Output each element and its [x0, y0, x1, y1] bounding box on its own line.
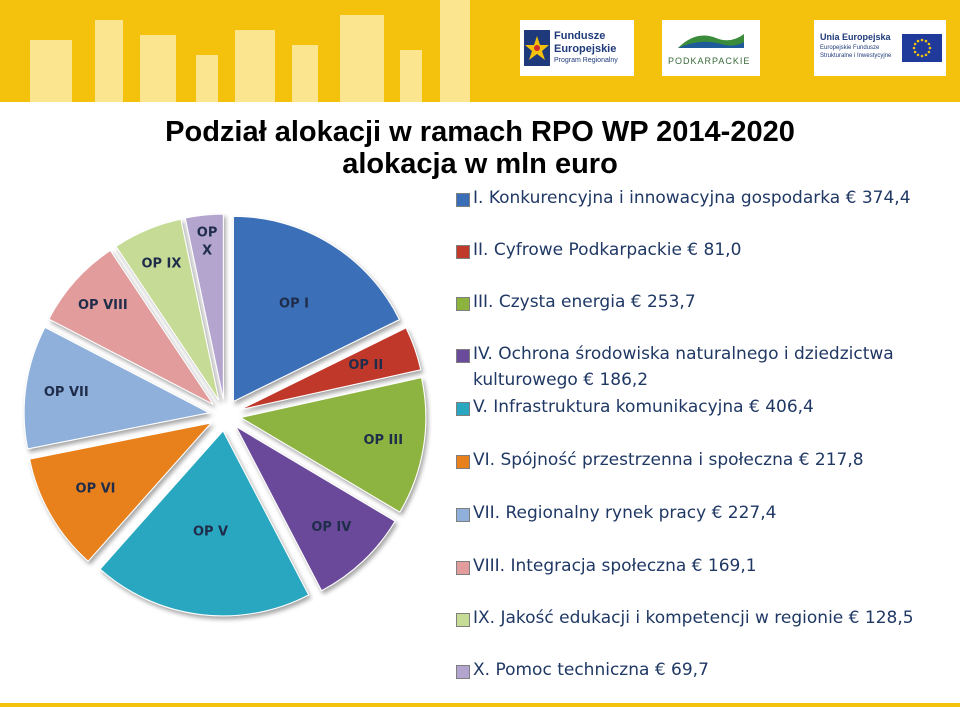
chart-title-line2: alokacja w mln euro	[342, 148, 618, 180]
allocation-pie-chart: OP I OP II OP III OP IV OP V OP VI OP VII OP VI…	[23, 213, 427, 617]
legend-label: X. Pomoc techniczna € 69,7	[473, 660, 709, 680]
banner-decor	[400, 50, 422, 102]
legend-swatch	[456, 508, 470, 522]
legend-label: IV. Ochrona środowiska naturalnego i dzi…	[473, 344, 894, 364]
legend-label: VII. Regionalny rynek pracy € 227,4	[473, 503, 777, 523]
legend-swatch	[456, 193, 470, 207]
legend-swatch	[456, 665, 470, 679]
slice-label: OP V	[193, 524, 228, 539]
pie-slice	[234, 425, 396, 592]
pie-slice	[239, 327, 422, 411]
pie-slice	[184, 213, 224, 400]
unia-europejska-logo: Unia Europejska Europejskie Fundusze Str…	[814, 20, 946, 76]
slice-label: OP IV	[311, 520, 351, 535]
chart-title-line1: Podział alokacji w ramach RPO WP 2014-20…	[165, 116, 795, 148]
header-banner: Fundusze Europejskie Program Regionalny …	[0, 0, 960, 102]
legend-label: II. Cyfrowe Podkarpackie € 81,0	[473, 240, 742, 260]
podkarpackie-logo: PODKARPACKIE	[662, 20, 760, 76]
podkarpackie-hills-icon	[678, 34, 744, 48]
eu-flag-icon	[902, 34, 942, 62]
banner-decor	[140, 35, 176, 102]
legend-swatch	[456, 613, 470, 627]
banner-decor	[95, 20, 123, 102]
chart-title: Podział alokacji w ramach RPO WP 2014-20…	[100, 116, 860, 180]
ue-logo-line2: Europejskie Fundusze	[820, 45, 880, 51]
legend-swatch	[456, 349, 470, 363]
legend-swatch	[456, 455, 470, 469]
slice-label: OP X	[197, 225, 218, 258]
bottom-strip	[0, 703, 960, 707]
pk-logo-text: PODKARPACKIE	[668, 56, 751, 66]
banner-decor	[440, 0, 470, 102]
slice-label: OP VI	[76, 482, 116, 497]
pie-slice	[99, 430, 310, 617]
banner-decor	[196, 55, 218, 102]
legend-label-cont: kulturowego € 186,2	[473, 370, 649, 390]
legend-swatch	[456, 297, 470, 311]
legend-label: III. Czysta energia € 253,7	[473, 292, 696, 312]
legend-swatch	[456, 245, 470, 259]
banner-decor	[292, 45, 318, 102]
legend-label: I. Konkurencyjna i innowacyjna gospodark…	[473, 188, 911, 208]
fe-star-icon	[524, 30, 550, 66]
pie-slice	[48, 249, 214, 405]
slice-label: OP III	[363, 433, 403, 448]
slice-label: OP II	[348, 358, 383, 373]
legend-swatch	[456, 561, 470, 575]
legend-label: IX. Jakość edukacji i kompetencji w regi…	[473, 608, 914, 628]
banner-decor	[235, 30, 275, 102]
fe-logo-line1: Fundusze	[554, 30, 606, 42]
fe-logo-line3: Program Regionalny	[554, 57, 618, 64]
slice-label: OP I	[279, 297, 309, 312]
banner-decor	[340, 15, 384, 102]
pie-slice	[23, 326, 211, 450]
slice-label: OP IX	[141, 256, 181, 271]
legend-label: VIII. Integracja społeczna € 169,1	[473, 556, 757, 576]
pie-slice	[29, 422, 213, 562]
slice-label: OP VII	[44, 385, 89, 400]
legend-swatch	[456, 402, 470, 416]
legend-label: V. Infrastruktura komunikacyjna € 406,4	[473, 397, 814, 417]
pie-slice	[239, 377, 427, 513]
ue-logo-line3: Strukturalne i Inwestycyjne	[820, 53, 892, 59]
pie-slice	[115, 218, 220, 401]
slice-label: OP VIII	[78, 298, 128, 313]
pie-slice	[232, 215, 401, 403]
fundusze-europejskie-logo: Fundusze Europejskie Program Regionalny	[520, 20, 634, 76]
legend-label: VI. Spójność przestrzenna i społeczna € …	[473, 450, 864, 470]
fe-logo-line2: Europejskie	[554, 43, 617, 55]
ue-logo-line1: Unia Europejska	[820, 32, 891, 42]
banner-decor	[30, 40, 72, 102]
